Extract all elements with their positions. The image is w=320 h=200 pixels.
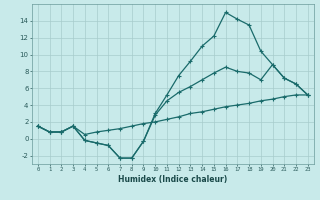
X-axis label: Humidex (Indice chaleur): Humidex (Indice chaleur)	[118, 175, 228, 184]
